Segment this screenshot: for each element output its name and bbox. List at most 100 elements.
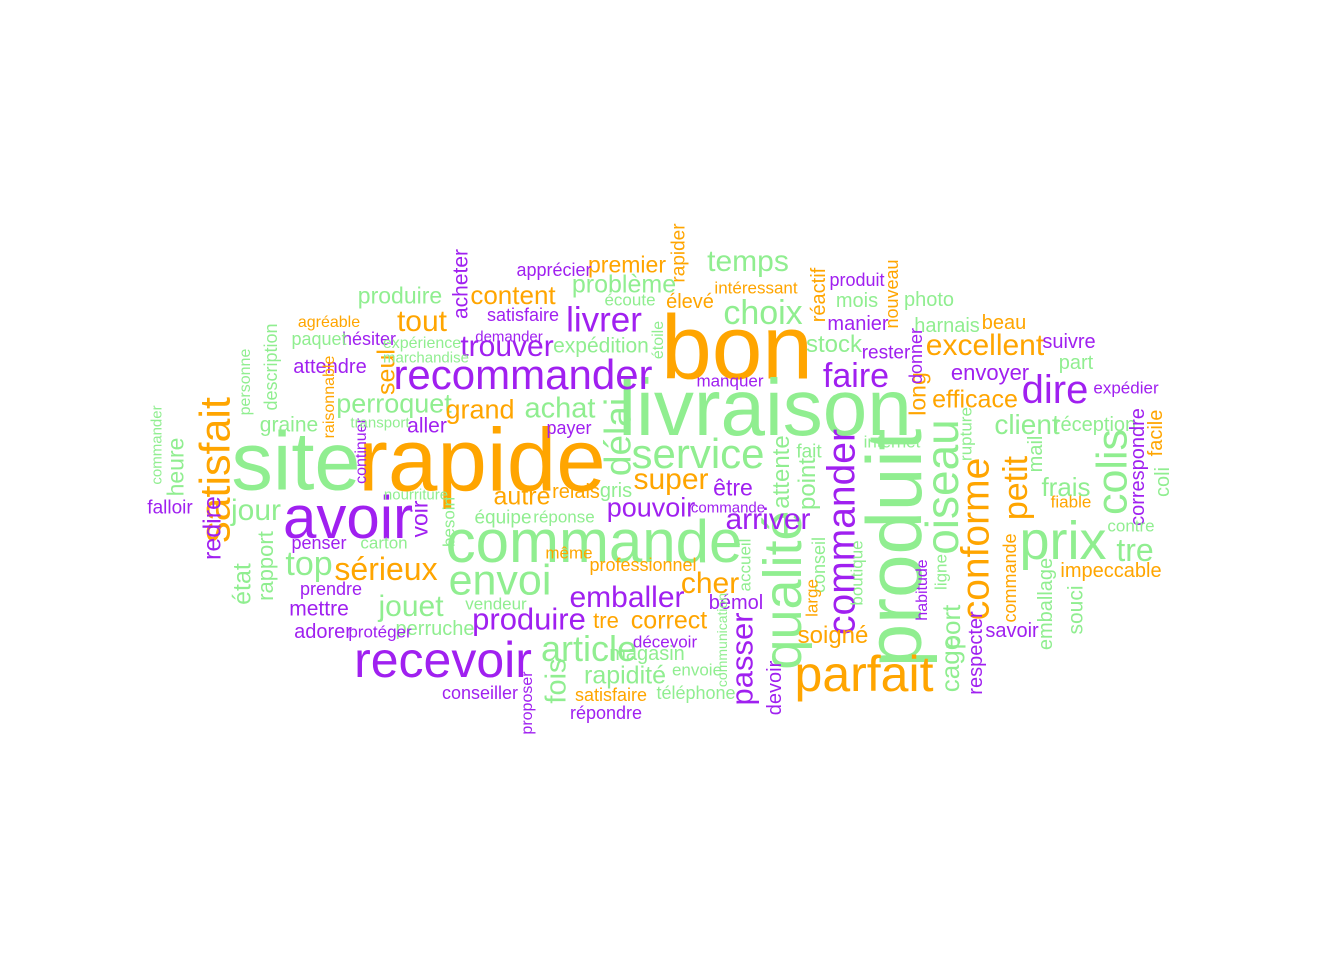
word-description: description (261, 323, 281, 411)
word-donner: donner (906, 327, 926, 385)
word-même: même (545, 543, 593, 563)
word-habitude: habitude (914, 559, 931, 621)
word-excellent: excellent (925, 329, 1045, 362)
word-marchandise: marchandise (383, 349, 469, 367)
word-perruche: perruche (395, 618, 475, 640)
word-mail: mail (1025, 435, 1047, 473)
word-port: port (936, 604, 966, 650)
word-expérience: expérience (382, 335, 462, 352)
word-rapide: rapide (358, 409, 606, 510)
word-part: part (1058, 352, 1094, 374)
word-réponse: réponse (533, 507, 595, 527)
word-raisonnable: raisonnable (321, 355, 338, 439)
word-cher: cher (680, 567, 740, 600)
word-adorer: adorer (294, 621, 352, 643)
word-produire: produire (357, 282, 443, 309)
word-hésiter: hésiter (341, 329, 397, 349)
word-photo: photo (903, 289, 955, 311)
word-contre: contre (1107, 516, 1155, 536)
word-manquer: manquer (696, 371, 764, 391)
word-nouveau: nouveau (882, 259, 902, 329)
word-graine: graine (259, 413, 319, 437)
word-besoin: besoin (439, 496, 459, 548)
word-communication: communication (714, 592, 730, 688)
word-site: site (231, 414, 361, 508)
word-super: super (633, 463, 709, 496)
word-impeccable: impeccable (1060, 560, 1162, 582)
word-agréable: agréable (297, 314, 361, 331)
word-fois: fois (540, 658, 573, 704)
word-rupture: rupture (956, 407, 976, 461)
word-payer: payer (546, 418, 592, 438)
word-voir: voir (406, 500, 433, 538)
word-frais: frais (1041, 472, 1091, 502)
word-trouver: trouver (460, 330, 554, 363)
word-savoir: savoir (985, 620, 1039, 642)
word-accueil: accueil (735, 538, 755, 592)
word-fiable: fiable (1050, 492, 1092, 512)
word-arriver: arriver (725, 503, 811, 536)
word-souci: souci (1064, 585, 1088, 635)
word-téléphone: téléphone (656, 683, 736, 703)
word-fait: fait (796, 441, 822, 463)
word-magasin: magasin (609, 643, 685, 665)
word-article: article (540, 628, 638, 669)
word-facile: facile (1145, 409, 1167, 457)
word-conseiller: conseiller (441, 683, 519, 703)
word-expédition: expédition (553, 334, 649, 358)
word-suivre: suivre (1042, 331, 1096, 353)
word-conforme: conforme (954, 457, 998, 621)
word-personne: personne (237, 348, 254, 416)
word-jouet: jouet (378, 590, 444, 623)
word-efficace: efficace (932, 385, 1018, 414)
word-avoir: avoir (282, 484, 414, 551)
word-jour: jour (230, 494, 282, 527)
word-large: large (802, 579, 822, 617)
word-bon: bon (661, 297, 813, 399)
word-répondre: répondre (569, 703, 643, 723)
word-choix: choix (723, 294, 803, 332)
word-emballage: emballage (1035, 557, 1057, 651)
word-dire: dire (1021, 368, 1089, 412)
word-équipe: équipe (474, 507, 532, 529)
word-carton: carton (360, 533, 408, 553)
word-rapidité: rapidité (584, 661, 666, 690)
word-bémol: bémol (708, 592, 764, 614)
word-harnais: harnais (914, 315, 980, 337)
word-coli: coli (1152, 466, 1174, 498)
word-aller: aller (407, 414, 447, 438)
word-prix: prix (1019, 511, 1107, 571)
word-commande: commande (1000, 533, 1020, 623)
word-soigné: soigné (797, 622, 869, 649)
word-ligne: ligne (931, 554, 951, 590)
word-rapider: rapider (668, 223, 690, 283)
word-point: point (794, 457, 821, 511)
word-emballer: emballer (569, 581, 685, 614)
word-vendeur: vendeur (465, 594, 527, 614)
word-paquet: paquet (291, 329, 347, 349)
word-mois: mois (835, 290, 879, 312)
word-client: client (994, 409, 1060, 440)
word-mettre: mettre (289, 597, 349, 621)
word-demander: demander (475, 328, 543, 346)
word-penser: penser (291, 533, 347, 553)
word-beau: beau (981, 312, 1027, 334)
word-envoi: envoi (448, 556, 552, 605)
word-gris: gris (599, 480, 633, 502)
word-nourriture: nourriture (383, 486, 449, 504)
word-respecter: respecter (965, 611, 987, 695)
word-attente: attente (768, 435, 795, 509)
word-attendre: attendre (293, 356, 367, 378)
word-grand: grand (445, 394, 515, 425)
word-boutique: boutique (847, 540, 867, 606)
word-réception: réception (1053, 414, 1137, 436)
word-acheter: acheter (449, 248, 473, 320)
word-stock: stock (805, 331, 863, 358)
word-élevé: élevé (666, 291, 714, 313)
word-tout: tout (396, 305, 448, 338)
word-rapport: rapport (253, 531, 278, 601)
word-proposer: proposer (519, 671, 536, 735)
word-manier: manier (827, 313, 889, 335)
word-réactif: réactif (808, 267, 830, 323)
